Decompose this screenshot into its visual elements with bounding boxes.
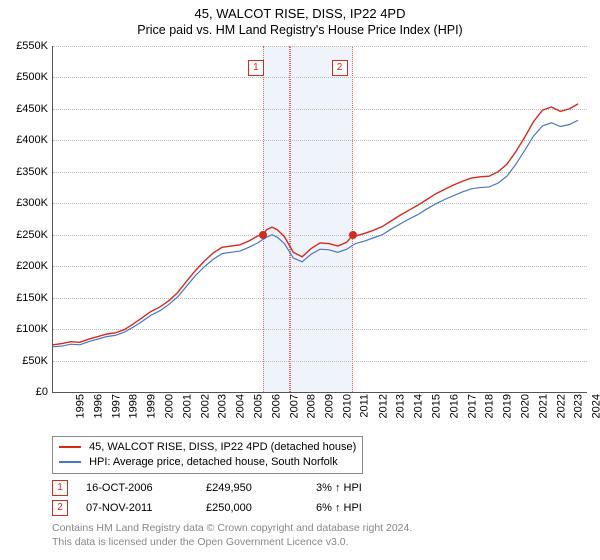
y-tick-label: £400K	[4, 134, 48, 146]
sale-pct: 3% ↑ HPI	[316, 482, 406, 494]
legend: 45, WALCOT RISE, DISS, IP22 4PD (detache…	[52, 436, 363, 474]
x-tick-label: 2004	[235, 394, 247, 418]
y-tick-label: £550K	[4, 40, 48, 52]
sale-marker-dot	[259, 231, 267, 239]
sale-num-box: 1	[52, 480, 68, 496]
chart-container: 45, WALCOT RISE, DISS, IP22 4PD Price pa…	[0, 0, 600, 560]
sale-marker-dot	[349, 231, 357, 239]
y-tick-label: £250K	[4, 229, 48, 241]
x-tick-label: 2018	[484, 394, 496, 418]
sale-date: 16-OCT-2006	[86, 482, 206, 494]
x-tick-label: 2016	[448, 394, 460, 418]
x-tick-label: 2001	[181, 394, 193, 418]
x-tick-label: 2022	[555, 394, 567, 418]
x-tick-label: 1998	[128, 394, 140, 418]
x-tick-label: 2015	[430, 394, 442, 418]
sale-price: £250,000	[206, 502, 316, 514]
x-tick-label: 2014	[413, 394, 425, 418]
sales-table: 1 16-OCT-2006 £249,950 3% ↑ HPI 2 07-NOV…	[52, 478, 406, 518]
x-tick-label: 2017	[466, 394, 478, 418]
x-tick-label: 2012	[377, 394, 389, 418]
legend-label: 45, WALCOT RISE, DISS, IP22 4PD (detache…	[89, 441, 356, 453]
y-tick-label: £100K	[4, 323, 48, 335]
y-tick-label: £350K	[4, 166, 48, 178]
sale-date: 07-NOV-2011	[86, 502, 206, 514]
table-row: 2 07-NOV-2011 £250,000 6% ↑ HPI	[52, 498, 406, 518]
x-tick-label: 2019	[502, 394, 514, 418]
x-tick-label: 2003	[217, 394, 229, 418]
legend-swatch	[59, 446, 81, 448]
x-tick-label: 2021	[537, 394, 549, 418]
x-tick-label: 2009	[324, 394, 336, 418]
x-tick-label: 2013	[395, 394, 407, 418]
x-tick-label: 2002	[199, 394, 211, 418]
x-tick-label: 2020	[519, 394, 531, 418]
line-series	[53, 46, 587, 392]
x-tick-label: 2008	[306, 394, 318, 418]
x-tick-label: 1999	[146, 394, 158, 418]
y-tick-label: £0	[4, 386, 48, 398]
y-tick-label: £300K	[4, 197, 48, 209]
x-tick-label: 1995	[74, 394, 86, 418]
sale-pct: 6% ↑ HPI	[316, 502, 406, 514]
x-tick-label: 2007	[288, 394, 300, 418]
x-tick-label: 2006	[270, 394, 282, 418]
plot-area: 12	[52, 46, 587, 393]
sale-price: £249,950	[206, 482, 316, 494]
legend-item: 45, WALCOT RISE, DISS, IP22 4PD (detache…	[59, 440, 356, 455]
series-line	[53, 104, 578, 345]
y-tick-label: £200K	[4, 260, 48, 272]
y-tick-label: £500K	[4, 71, 48, 83]
x-tick-label: 2023	[573, 394, 585, 418]
legend-label: HPI: Average price, detached house, Sout…	[89, 456, 338, 468]
x-tick-label: 1997	[110, 394, 122, 418]
chart-subtitle: Price paid vs. HM Land Registry's House …	[0, 23, 600, 39]
legend-swatch	[59, 461, 81, 463]
footer-line: This data is licensed under the Open Gov…	[52, 536, 412, 550]
y-tick-label: £50K	[4, 355, 48, 367]
legend-item: HPI: Average price, detached house, Sout…	[59, 455, 356, 470]
footer-line: Contains HM Land Registry data © Crown c…	[52, 522, 412, 536]
x-tick-label: 1996	[92, 394, 104, 418]
x-tick-label: 2005	[252, 394, 264, 418]
series-line	[53, 120, 578, 346]
sale-num-box: 2	[52, 500, 68, 516]
x-tick-label: 2011	[358, 394, 370, 418]
x-tick-label: 2000	[163, 394, 175, 418]
y-tick-label: £150K	[4, 292, 48, 304]
x-tick-label: 2010	[341, 394, 353, 418]
table-row: 1 16-OCT-2006 £249,950 3% ↑ HPI	[52, 478, 406, 498]
x-tick-label: 2024	[591, 394, 600, 418]
chart-title: 45, WALCOT RISE, DISS, IP22 4PD	[0, 0, 600, 23]
footer-text: Contains HM Land Registry data © Crown c…	[52, 522, 412, 549]
y-tick-label: £450K	[4, 103, 48, 115]
